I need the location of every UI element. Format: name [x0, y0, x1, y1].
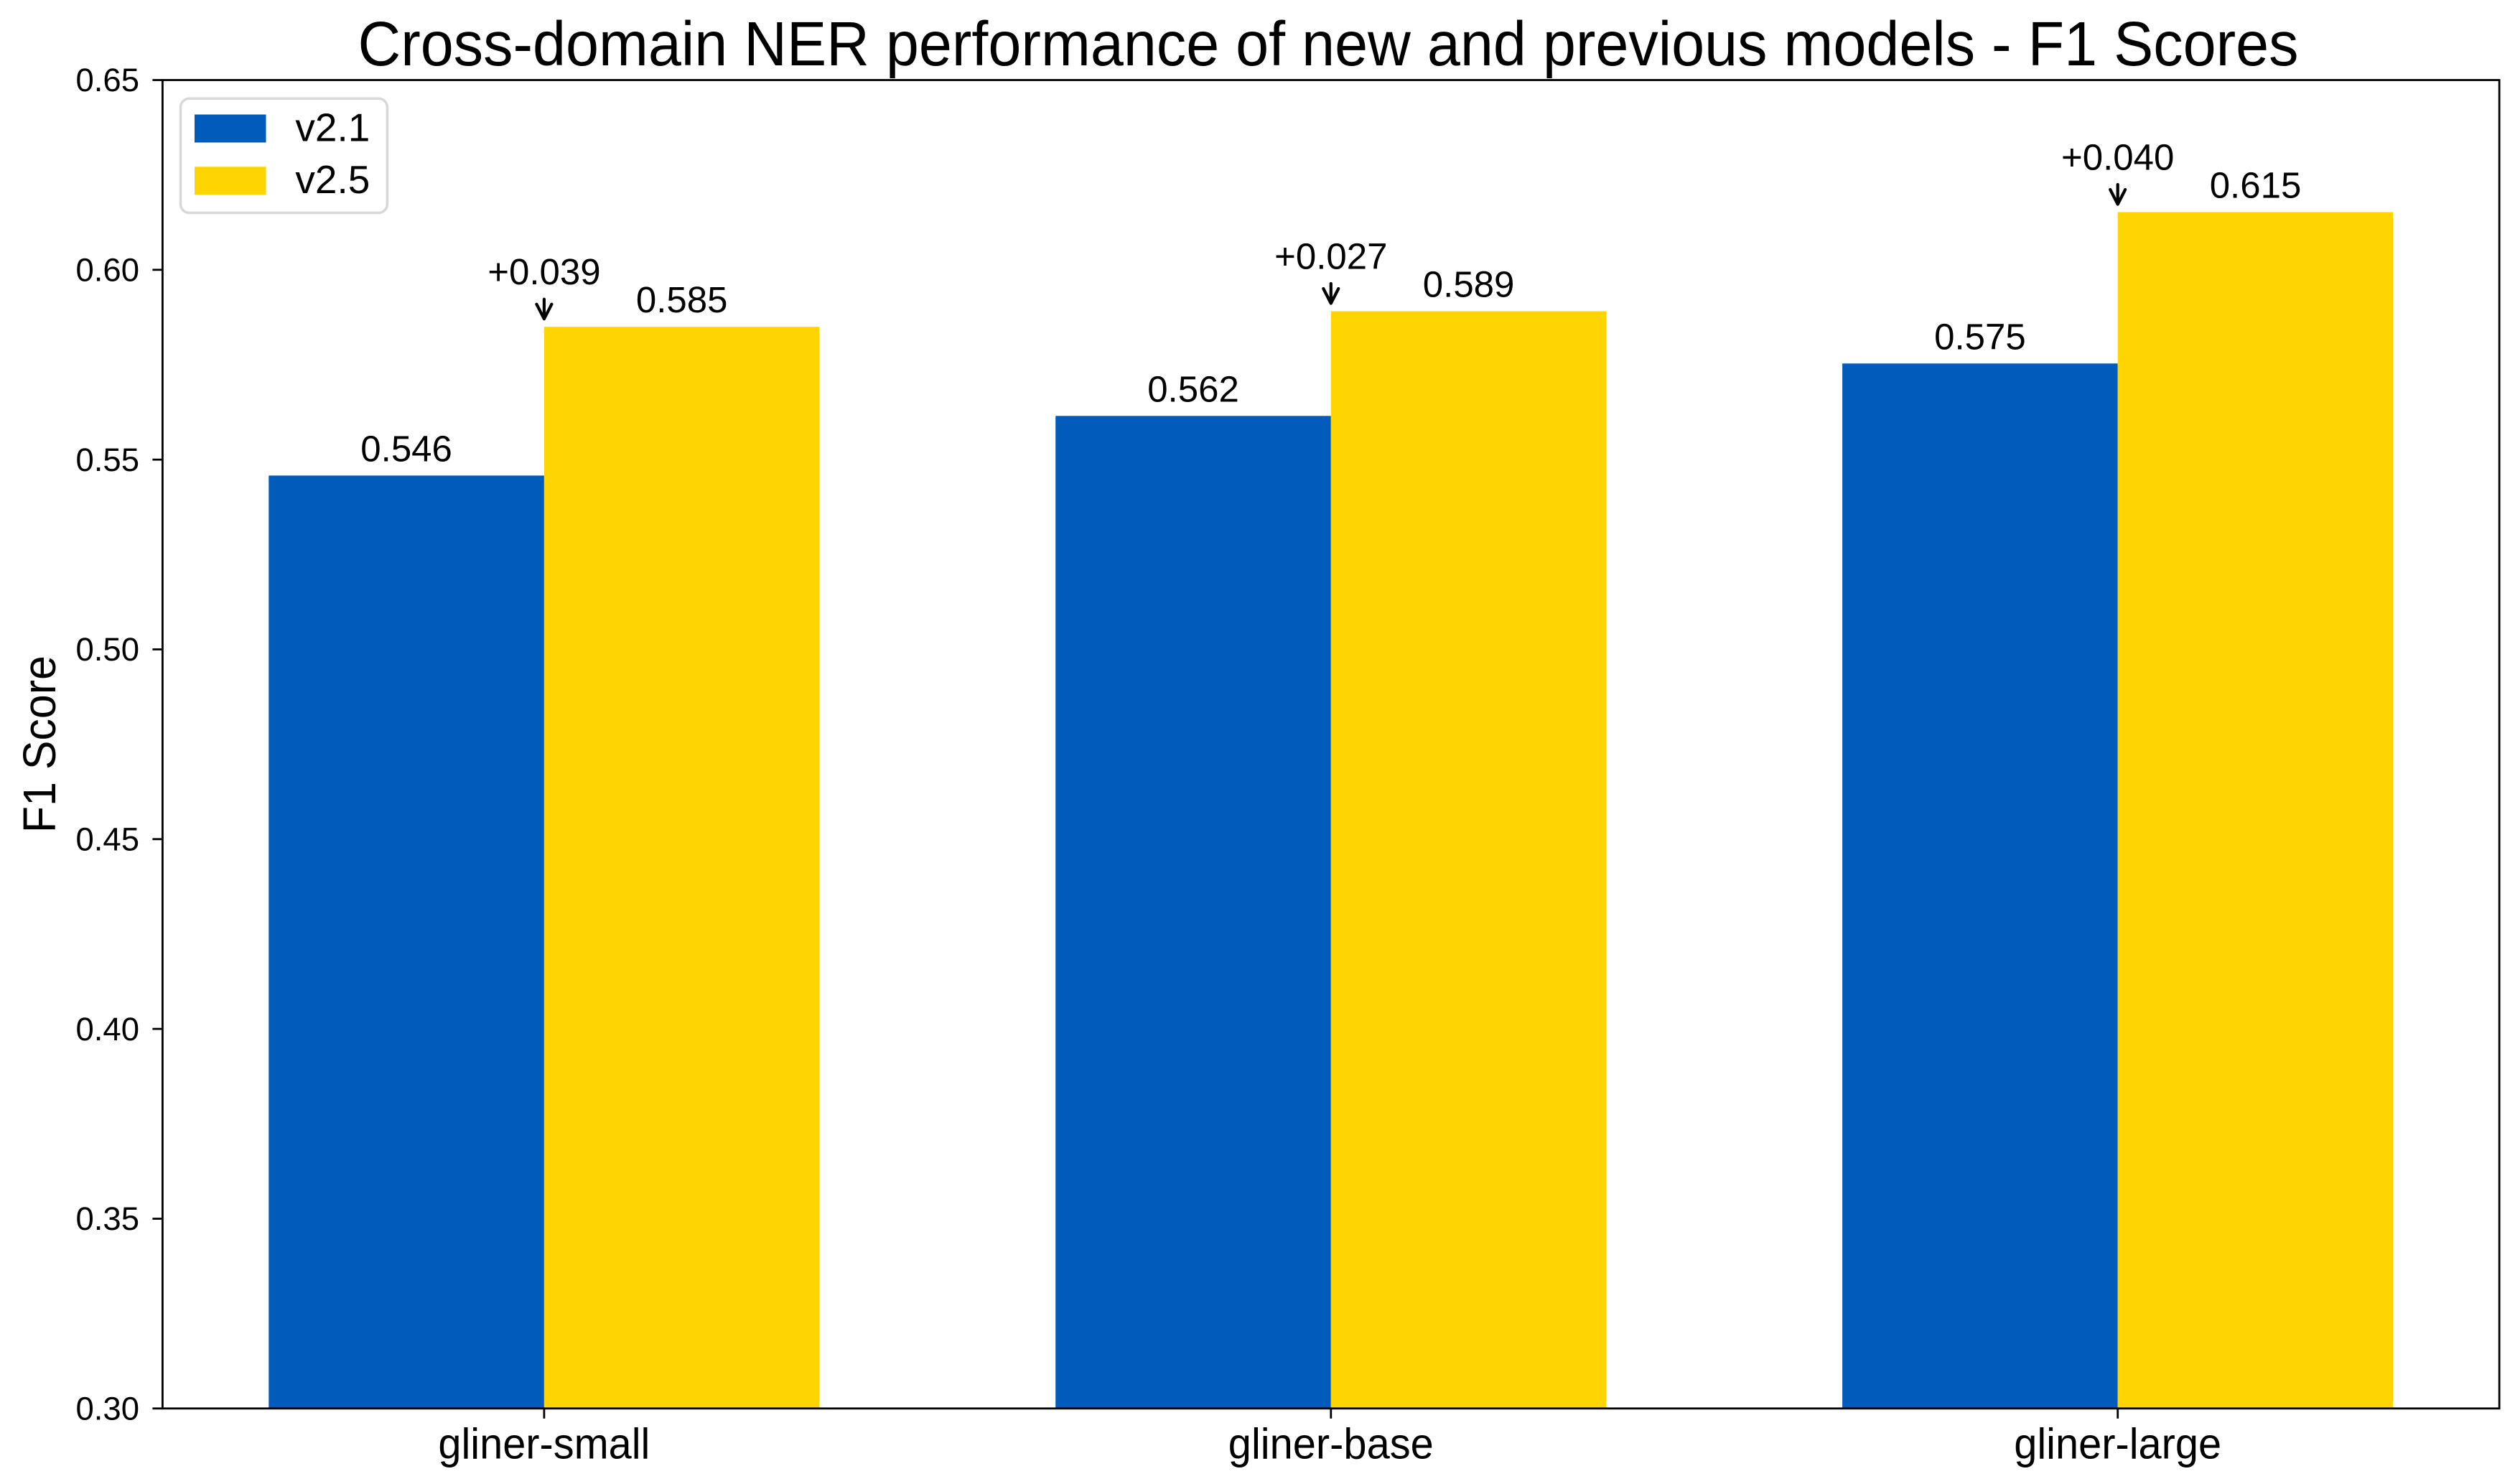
svg-text:+0.040: +0.040 [2061, 137, 2174, 178]
svg-text:gliner-large: gliner-large [2014, 1419, 2221, 1467]
svg-text:0.546: 0.546 [360, 428, 452, 469]
svg-text:v2.5: v2.5 [295, 157, 370, 202]
svg-text:0.562: 0.562 [1147, 368, 1239, 409]
svg-text:0.40: 0.40 [75, 1011, 139, 1047]
svg-text:0.60: 0.60 [75, 252, 139, 289]
svg-text:0.589: 0.589 [1423, 264, 1515, 305]
svg-text:gliner-base: gliner-base [1228, 1419, 1434, 1467]
svg-text:gliner-small: gliner-small [438, 1419, 650, 1467]
svg-text:0.615: 0.615 [2210, 165, 2302, 206]
svg-text:0.35: 0.35 [75, 1200, 139, 1237]
svg-text:0.575: 0.575 [1934, 316, 2026, 357]
svg-text:+0.027: +0.027 [1274, 236, 1387, 277]
svg-text:F1 Score: F1 Score [14, 655, 65, 833]
svg-text:+0.039: +0.039 [487, 251, 600, 292]
svg-text:0.585: 0.585 [636, 279, 728, 320]
svg-text:0.50: 0.50 [75, 631, 139, 668]
svg-text:0.45: 0.45 [75, 821, 139, 858]
svg-text:Cross-domain NER performance o: Cross-domain NER performance of new and … [358, 9, 2299, 79]
svg-text:v2.1: v2.1 [295, 106, 370, 150]
svg-text:0.55: 0.55 [75, 442, 139, 478]
svg-text:0.65: 0.65 [75, 62, 139, 98]
svg-text:0.30: 0.30 [75, 1391, 139, 1427]
